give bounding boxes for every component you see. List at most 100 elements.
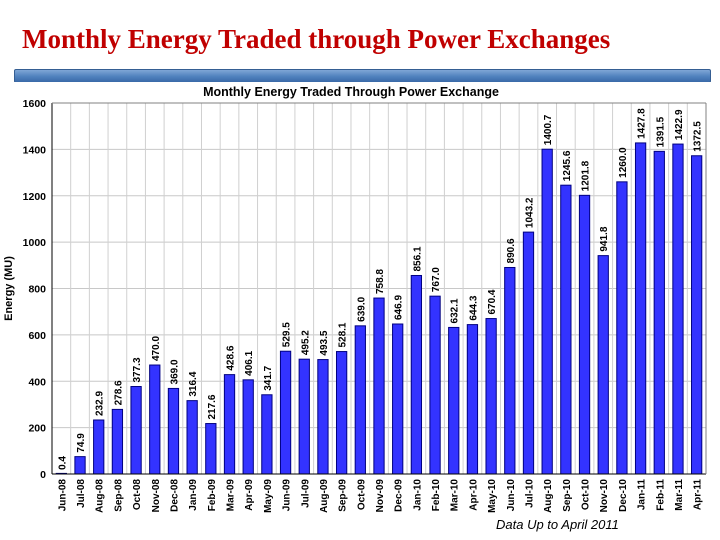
value-label: 890.6 <box>506 238 517 263</box>
value-label: 74.9 <box>76 433 87 453</box>
data-footnote: Data Up to April 2011 <box>496 517 619 532</box>
value-labels: 0.4 74.9 232.9 278.6 377.3 470.0 369.0 316.4 217… <box>57 108 703 470</box>
y-tick-label: 600 <box>28 330 46 342</box>
value-label: 1422.9 <box>674 109 685 140</box>
x-tick-label: Apr-11 <box>693 479 704 511</box>
x-tick-label: Jun-09 <box>282 479 293 512</box>
bar <box>691 155 703 475</box>
value-label: 856.1 <box>412 246 423 271</box>
x-tick-label: Jul-08 <box>76 479 87 508</box>
y-tick-label: 1400 <box>23 144 47 156</box>
x-tick-label: Oct-09 <box>356 479 367 511</box>
x-tick-label: Feb-09 <box>207 479 218 512</box>
y-tick-label: 1000 <box>23 237 47 249</box>
slide-title: Monthly Energy Traded through Power Exch… <box>22 24 611 54</box>
value-label: 278.6 <box>113 380 124 405</box>
energy-bar-chart: Monthly Energy Traded Through Power Exch… <box>0 82 720 522</box>
y-tick-label: 200 <box>28 423 46 435</box>
bar <box>354 325 366 475</box>
bar <box>373 297 385 475</box>
x-tick-label: Nov-09 <box>375 479 386 513</box>
value-label: 316.4 <box>188 371 199 396</box>
x-tick-label: Apr-09 <box>244 479 255 511</box>
bar <box>335 351 348 475</box>
x-tick-label: Jan-10 <box>412 479 423 511</box>
bar <box>317 359 329 475</box>
bar <box>74 456 86 475</box>
bar <box>429 295 441 475</box>
bar <box>597 255 609 475</box>
x-tick-label: Sep-09 <box>338 479 349 512</box>
x-tick-label: Dec-08 <box>169 479 180 512</box>
x-tick-label: Jun-08 <box>57 479 68 512</box>
value-label: 470.0 <box>151 336 162 361</box>
value-label: 493.5 <box>319 330 330 355</box>
axes <box>51 102 707 475</box>
x-tick-label: Mar-11 <box>674 479 685 511</box>
value-label: 377.3 <box>132 357 143 382</box>
value-label: 1391.5 <box>655 116 666 147</box>
bar <box>466 324 479 475</box>
value-label: 1043.2 <box>524 197 535 228</box>
y-axis-label: Energy (MU) <box>3 256 15 321</box>
bar <box>634 142 647 475</box>
x-tick-label: Jan-09 <box>188 479 199 511</box>
x-tick-label: Aug-10 <box>543 479 554 513</box>
bar <box>223 374 236 475</box>
x-tick-label: Jun-10 <box>506 479 517 512</box>
y-tick-label: 1600 <box>23 98 47 110</box>
value-label: 758.8 <box>375 269 386 294</box>
value-label: 0.4 <box>57 456 68 470</box>
value-label: 1245.6 <box>562 150 573 181</box>
bar <box>93 419 105 475</box>
x-tick-label: Mar-09 <box>226 479 237 512</box>
x-tick-label: Nov-10 <box>599 479 610 513</box>
bar <box>130 386 142 475</box>
value-label: 495.2 <box>300 330 311 355</box>
bar <box>541 148 553 475</box>
value-label: 1400.7 <box>543 114 554 145</box>
bar <box>167 387 180 475</box>
value-label: 1427.8 <box>637 108 648 139</box>
x-tick-label: Dec-09 <box>394 479 405 512</box>
value-label: 341.7 <box>263 365 274 390</box>
value-label: 1372.5 <box>693 121 704 152</box>
bar <box>111 408 124 475</box>
chart-title: Monthly Energy Traded Through Power Exch… <box>203 85 499 99</box>
bar <box>149 364 161 475</box>
x-tick-label: Jan-11 <box>637 479 648 511</box>
x-tick-label: Feb-10 <box>431 479 442 512</box>
x-tick-label: Sep-10 <box>562 479 573 512</box>
value-label: 639.0 <box>356 296 367 321</box>
title-divider-bar <box>14 69 711 83</box>
bar <box>205 423 217 475</box>
value-label: 670.4 <box>487 289 498 314</box>
bar <box>298 358 310 475</box>
value-label: 1201.8 <box>581 160 592 191</box>
value-label: 428.6 <box>226 345 237 370</box>
y-tick-label: 0 <box>40 469 46 481</box>
value-label: 369.0 <box>169 359 180 384</box>
value-label: 644.3 <box>468 295 479 320</box>
value-label: 217.6 <box>207 394 218 419</box>
bar <box>242 379 254 475</box>
value-label: 646.9 <box>394 295 405 320</box>
bar <box>410 274 423 475</box>
bar <box>279 350 292 475</box>
x-tick-label: Feb-11 <box>655 479 666 511</box>
bar <box>578 194 591 475</box>
value-label: 232.9 <box>95 391 106 416</box>
x-tick-label: Oct-08 <box>132 479 143 511</box>
bar <box>672 143 684 475</box>
bar <box>653 150 665 475</box>
bar <box>186 400 198 475</box>
bar <box>560 184 572 475</box>
value-label: 529.5 <box>282 322 293 347</box>
bar <box>448 326 460 475</box>
x-tick-label: May-09 <box>263 479 274 513</box>
x-tick-label: Aug-08 <box>95 479 106 513</box>
y-tick-labels: 0 200 400 600 800 1000 1200 1400 1600 <box>23 98 47 481</box>
value-label: 1260.0 <box>618 147 629 178</box>
x-tick-label: Dec-10 <box>618 479 629 512</box>
value-label: 406.1 <box>244 350 255 375</box>
